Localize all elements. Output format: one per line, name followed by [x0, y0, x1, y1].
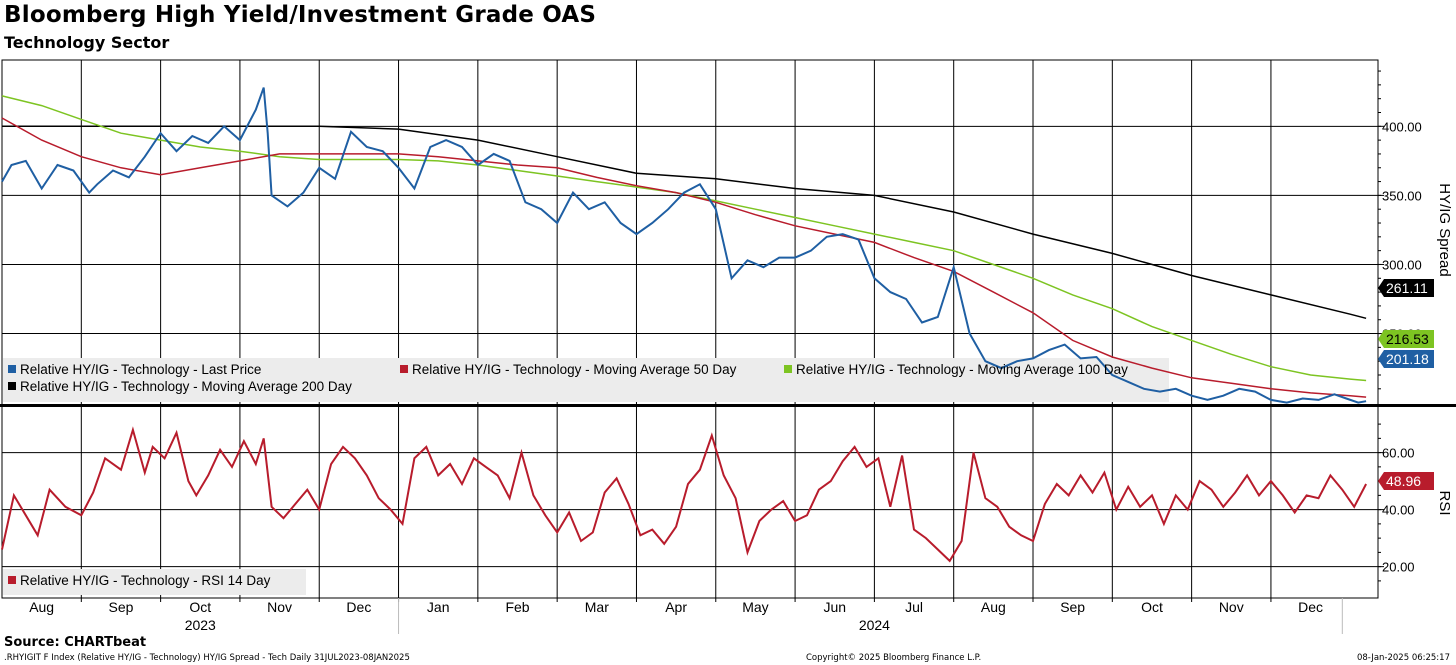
x-month-label: Feb — [505, 599, 529, 615]
rsi-line — [1, 426, 1367, 563]
legend-label: Relative HY/IG - Technology - Moving Ave… — [20, 379, 352, 394]
x-year-label: 2023 — [185, 617, 216, 633]
x-month-label: Dec — [346, 599, 371, 615]
x-month-label: Jan — [427, 599, 450, 615]
x-month-label: Oct — [1141, 599, 1163, 615]
top-y-tick-label: 300.00 — [1382, 257, 1422, 272]
x-year-label: 2024 — [859, 617, 890, 633]
series-line-2 — [1, 95, 1367, 382]
x-month-label: Sep — [109, 599, 134, 615]
legend-swatch — [400, 365, 408, 373]
x-month-label: May — [742, 599, 768, 615]
footer-timestamp: 08-Jan-2025 06:25:17 — [1356, 653, 1450, 663]
legend-swatch — [8, 365, 16, 373]
source-label: Source: CHARTbeat — [4, 635, 147, 650]
top-legend-box — [3, 358, 1169, 402]
bottom-legend-box — [3, 569, 306, 595]
badge-200d-text: 261.11 — [1386, 280, 1428, 296]
badge-last-text: 201.18 — [1386, 351, 1429, 367]
x-month-label: Nov — [267, 599, 292, 615]
badge-last-bg — [1378, 350, 1434, 368]
series-line-0 — [1, 87, 1367, 404]
top-axis-title: HY/IG Spread — [1436, 183, 1453, 276]
top-y-tick-label: 350.00 — [1382, 188, 1422, 203]
x-month-label: Jul — [905, 599, 923, 615]
legend-label: Relative HY/IG - Technology - Last Price — [20, 362, 261, 377]
bottom-y-tick-label: 20.00 — [1382, 560, 1415, 575]
legend-swatch — [8, 382, 16, 390]
top-y-tick-label: 400.00 — [1382, 119, 1422, 134]
footer-copyright: Copyright© 2025 Bloomberg Finance L.P. — [806, 653, 982, 663]
x-month-label: Aug — [29, 599, 54, 615]
legend-swatch — [8, 576, 16, 584]
x-month-label: Nov — [1219, 599, 1244, 615]
badge-rsi-bg — [1378, 472, 1434, 490]
legend-label: Relative HY/IG - Technology - Moving Ave… — [412, 362, 737, 377]
badge-200d: 261.11 — [1378, 279, 1434, 297]
chart-title: Bloomberg High Yield/Investment Grade OA… — [4, 2, 597, 28]
legend-label: Relative HY/IG - Technology - RSI 14 Day — [20, 573, 271, 588]
x-month-label: Oct — [189, 599, 211, 615]
bottom-axis-title: RSI — [1436, 490, 1453, 515]
panel-separator — [0, 404, 1456, 407]
legend-swatch — [784, 365, 792, 373]
bottom-y-tick-label: 60.00 — [1382, 446, 1415, 461]
bottom-y-tick-label: 40.00 — [1382, 503, 1415, 518]
badge-last: 201.18 — [1378, 350, 1434, 368]
x-month-label: Dec — [1298, 599, 1323, 615]
badge-100d: 216.53 — [1378, 330, 1434, 348]
series-line-3 — [2, 125, 1367, 320]
chart-subtitle: Technology Sector — [4, 33, 170, 52]
x-month-label: Sep — [1060, 599, 1085, 615]
plot-frame — [1, 59, 1379, 599]
badge-100d-text: 216.53 — [1386, 331, 1429, 347]
series-line-1 — [1, 117, 1367, 398]
badge-200d-bg — [1378, 279, 1434, 297]
x-month-label: Aug — [981, 599, 1006, 615]
badge-100d-bg — [1378, 330, 1434, 348]
footer-index-text: .RHYIGIT F Index (Relative HY/IG - Techn… — [4, 653, 410, 663]
x-month-label: Jun — [823, 599, 846, 615]
x-month-label: Apr — [665, 599, 687, 615]
badge-rsi-text: 48.96 — [1386, 473, 1421, 489]
badge-rsi: 48.96 — [1378, 472, 1434, 490]
x-month-label: Mar — [585, 599, 609, 615]
legend-label: Relative HY/IG - Technology - Moving Ave… — [796, 362, 1128, 377]
